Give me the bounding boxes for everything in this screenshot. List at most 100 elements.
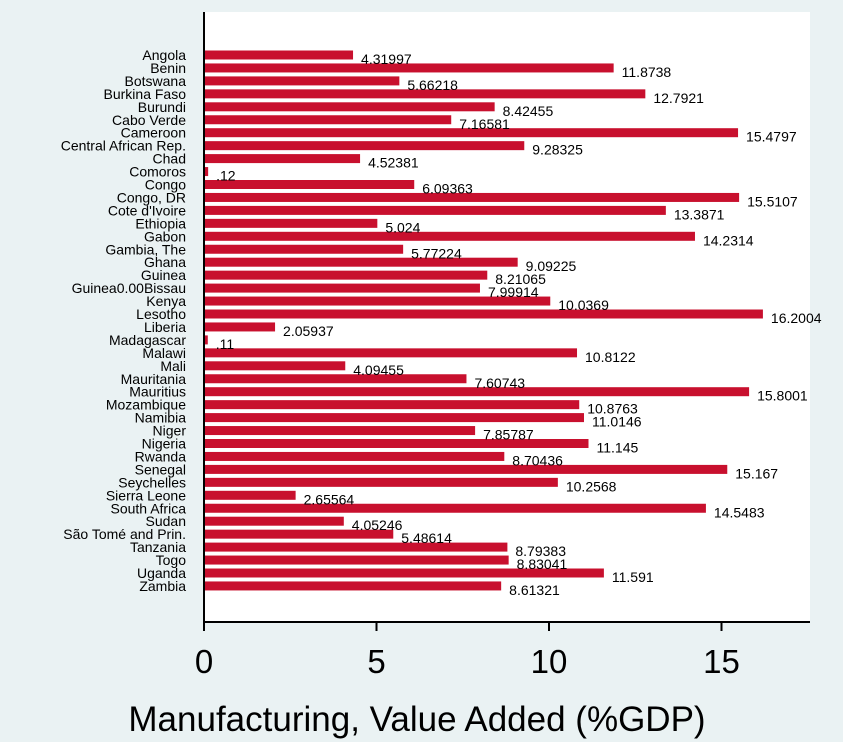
- bar: [204, 141, 525, 151]
- bar: [204, 180, 415, 189]
- bar: [204, 50, 354, 60]
- category-label: Tanzania: [130, 539, 186, 555]
- bar: [204, 451, 505, 461]
- category-label: Sierra Leone: [106, 487, 186, 503]
- value-label: 7.60743: [474, 375, 525, 391]
- bar: [204, 322, 276, 332]
- category-label: Rwanda: [135, 448, 187, 464]
- bar: [204, 503, 706, 513]
- value-label: 7.85787: [483, 427, 534, 443]
- value-label: 10.0369: [558, 297, 609, 313]
- value-label: 7.16581: [459, 116, 510, 132]
- bar: [204, 231, 695, 241]
- value-label: 8.70436: [512, 452, 563, 468]
- value-label: 4.05246: [352, 517, 403, 533]
- category-label: Cote d'Ivoire: [108, 202, 186, 218]
- bar: [204, 581, 502, 591]
- bar: [204, 413, 584, 423]
- bar: [204, 257, 518, 267]
- value-label: 10.2568: [566, 478, 617, 494]
- value-label: 2.65564: [304, 491, 355, 507]
- value-label: 4.52381: [368, 155, 419, 171]
- bar: [204, 529, 394, 539]
- category-label: Congo, DR: [117, 189, 186, 205]
- value-label: 13.3871: [674, 206, 725, 222]
- category-label: Malawi: [142, 345, 186, 361]
- value-label: 12.7921: [653, 90, 704, 106]
- value-label: 4.09455: [353, 362, 404, 378]
- value-label: 5.77224: [411, 245, 462, 261]
- category-label: Ethiopia: [135, 215, 186, 231]
- category-label: Namibia: [135, 410, 187, 426]
- category-label: Guinea: [141, 267, 186, 283]
- category-label: Gabon: [144, 228, 186, 244]
- value-labels-group: 4.31997 11.8738 5.66218 12.7921 8.424557.165…: [216, 51, 822, 598]
- value-label: 9.28325: [532, 142, 583, 158]
- bar: [204, 426, 476, 436]
- value-label: 11.0146: [592, 414, 642, 430]
- bar: [204, 296, 551, 306]
- category-label: Seychelles: [118, 474, 186, 490]
- value-label: 11.145: [597, 440, 639, 456]
- category-label: Mauritius: [129, 384, 186, 400]
- category-label: Liberia: [144, 319, 186, 335]
- x-tick-label: 0: [195, 643, 213, 680]
- value-label: 4.31997: [361, 51, 412, 67]
- value-label: 11.591: [612, 569, 654, 585]
- bar: [204, 89, 646, 99]
- bar: [204, 244, 404, 254]
- category-label: Chad: [153, 151, 186, 167]
- value-label: 10.8763: [587, 401, 638, 417]
- bar: [204, 283, 480, 293]
- bar: [204, 76, 400, 86]
- bar: [204, 309, 763, 319]
- bar: [204, 167, 209, 177]
- bar: [204, 270, 488, 280]
- category-label: Mali: [160, 358, 186, 374]
- category-label: Lesotho: [136, 306, 186, 322]
- category-label: Angola: [142, 47, 186, 63]
- bar: [204, 387, 750, 397]
- value-label: 8.21065: [495, 271, 546, 287]
- value-label: .12: [216, 168, 236, 184]
- bar: [204, 542, 508, 552]
- value-label: 16.2004: [771, 310, 822, 326]
- category-label: São Tomé and Prin.: [63, 526, 186, 542]
- value-label: 14.5483: [714, 504, 765, 520]
- category-label: Cabo Verde: [112, 112, 186, 128]
- value-label: 8.83041: [517, 556, 568, 572]
- category-label: Madagascar: [109, 332, 186, 348]
- bar: [204, 128, 739, 138]
- bar: [204, 154, 361, 164]
- bar: [204, 490, 296, 500]
- value-label: 8.61321: [509, 582, 560, 598]
- bar: [204, 400, 580, 410]
- bar: [204, 568, 604, 578]
- value-label: .11: [216, 336, 235, 352]
- category-label: Gambia, The: [105, 241, 186, 257]
- value-label: 8.42455: [503, 103, 554, 119]
- value-label: 5.48614: [401, 530, 452, 546]
- bar: [204, 218, 378, 228]
- category-label: Congo: [145, 177, 186, 193]
- category-label: Uganda: [137, 565, 186, 581]
- category-label: Zambia: [139, 578, 186, 594]
- bar: [204, 205, 666, 215]
- category-label: Comoros: [129, 164, 186, 180]
- bars-group: [204, 50, 763, 591]
- bar: [204, 115, 452, 125]
- x-tick-label: 15: [703, 643, 740, 680]
- x-tick-label: 5: [367, 643, 385, 680]
- bar: [204, 374, 467, 384]
- bar: [204, 439, 589, 448]
- category-label: Benin: [150, 60, 186, 76]
- category-label: Nigeria: [142, 436, 187, 452]
- category-label: Mauritania: [121, 371, 187, 387]
- value-label: 14.2314: [703, 232, 754, 248]
- value-label: 15.5107: [747, 193, 798, 209]
- x-ticks-group: 0 5 10 15: [195, 622, 740, 680]
- category-label: Niger: [153, 423, 187, 439]
- bar: [204, 516, 344, 526]
- category-label: Kenya: [146, 293, 186, 309]
- bar: [204, 102, 495, 112]
